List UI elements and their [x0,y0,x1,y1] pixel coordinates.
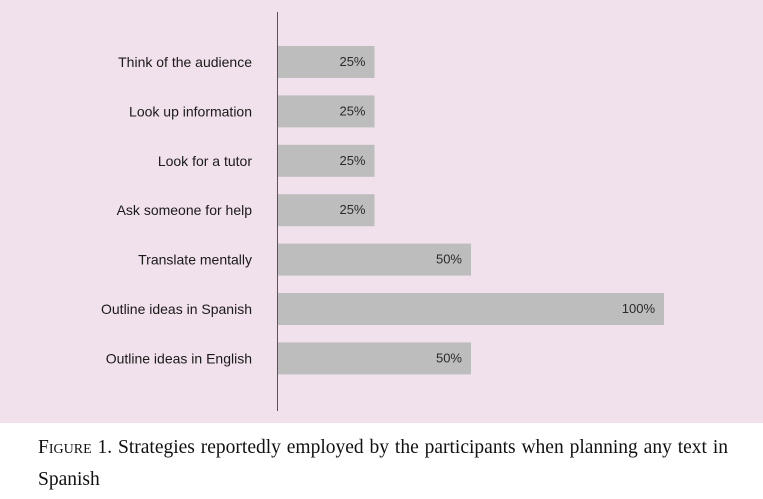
bar-chart: Think of the audience 25% Look up informat… [101,12,664,411]
category-label: Outline ideas in Spanish [101,301,252,317]
value-label: 25% [339,153,365,168]
bar [278,243,471,276]
bar [278,46,375,78]
value-label: 25% [339,103,365,118]
bar [278,194,375,227]
figure-label: Figure [38,437,92,458]
bar [278,342,471,375]
category-label: Translate mentally [138,252,252,268]
bar [278,144,375,177]
value-label: 100% [622,301,656,316]
category-label: Look for a tutor [158,153,253,169]
chart-area: Think of the audience 25% Look up informat… [0,0,763,423]
caption-text: 1. Strategies reportedly employed by the… [38,437,728,490]
value-label: 25% [339,54,365,69]
category-label: Outline ideas in English [106,350,252,366]
category-label: Look up information [129,103,252,119]
figure-caption: Figure 1. Strategies reportedly employed… [38,432,728,496]
category-label: Think of the audience [118,54,252,70]
value-label: 50% [436,252,462,267]
bar [278,95,375,128]
bar [278,293,664,325]
category-label: Ask someone for help [117,202,253,218]
value-label: 25% [339,202,365,217]
bars-group: Think of the audience 25% Look up informat… [101,46,664,375]
value-label: 50% [436,350,462,365]
